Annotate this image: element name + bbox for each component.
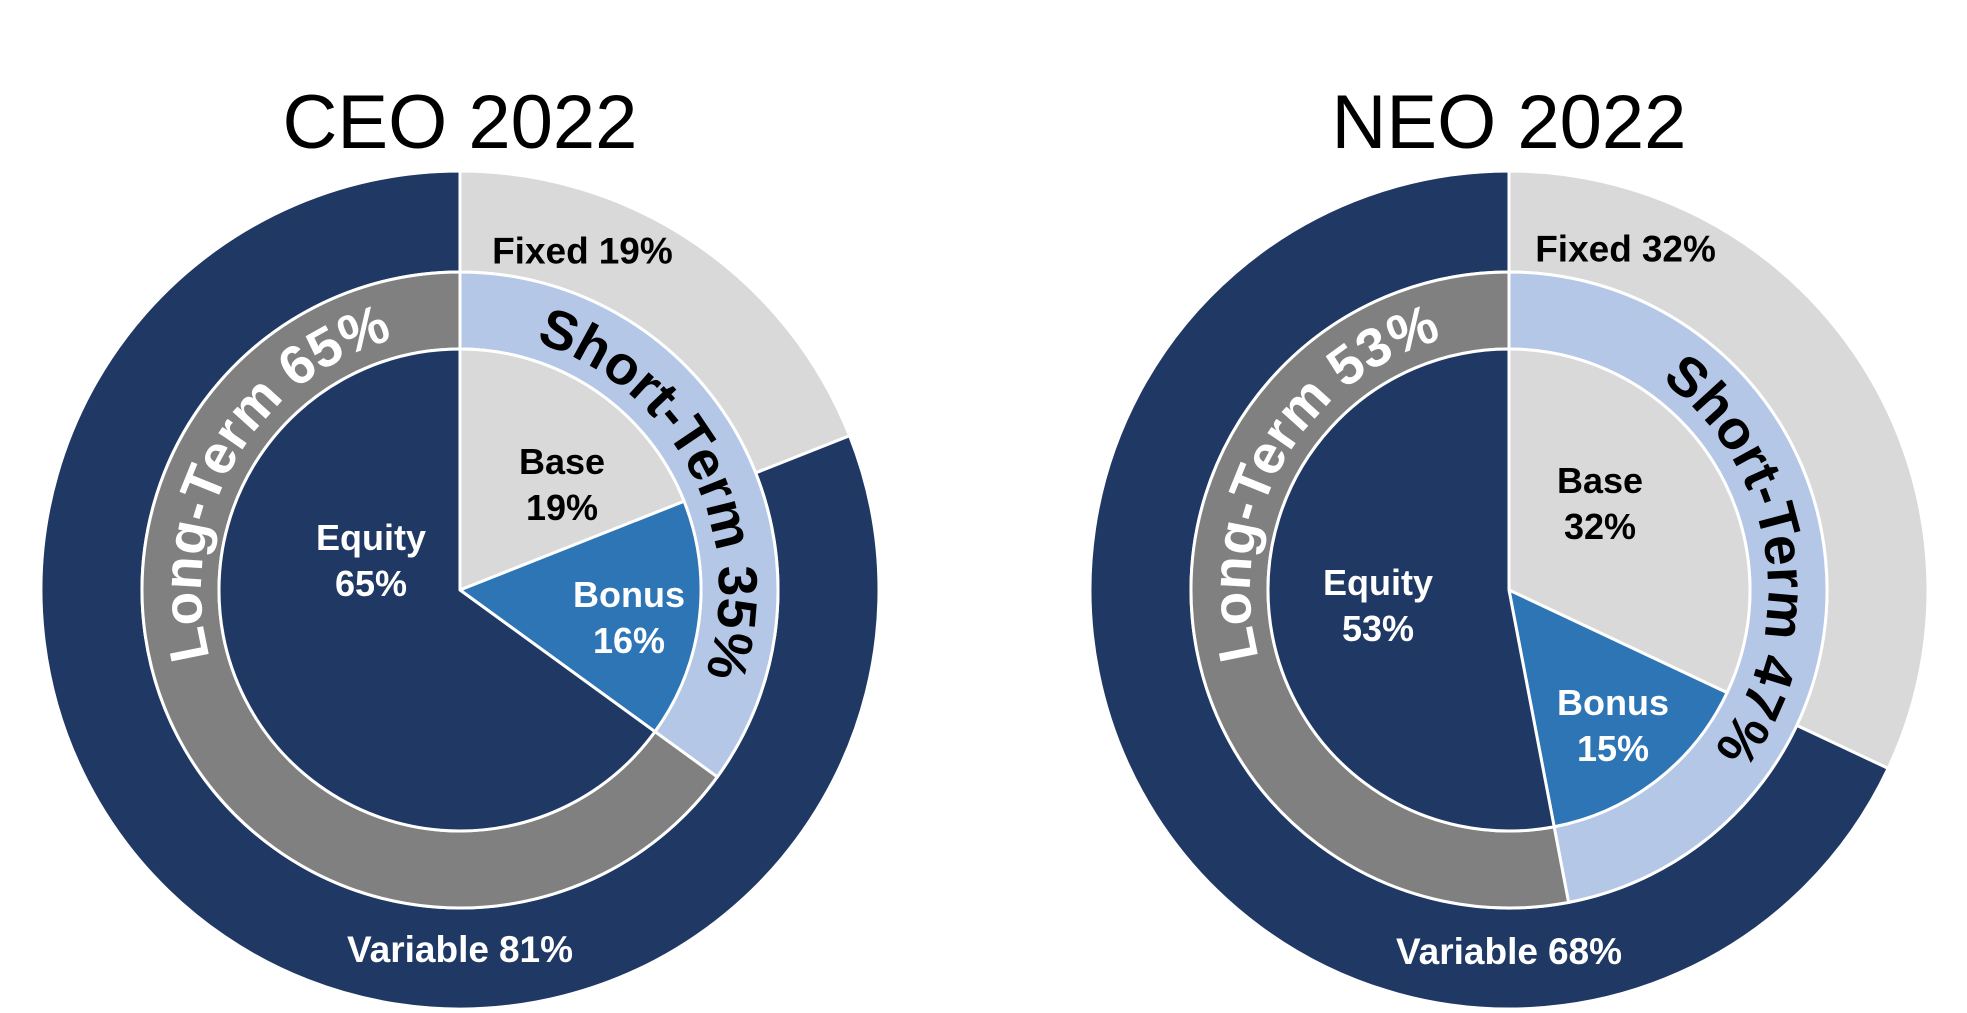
segment-label: Variable 81% [347,929,573,970]
segment [217,347,658,833]
segment [458,347,687,593]
category-label: Fixed [492,230,589,271]
category-label: Bonus [1557,682,1669,723]
category-label: Variable [347,929,489,970]
value-label: 32% [1642,228,1716,269]
segment-label: Equity 53% [1323,562,1433,649]
segment-label: Base 32% [1557,460,1643,547]
segment [456,499,703,734]
category-label: Fixed [1535,228,1632,269]
chart-title: CEO 2022 [283,80,638,165]
segment-label: Fixed 19% [492,230,673,271]
value-label: 65% [335,563,407,604]
segment-label: Fixed 32% [1535,228,1716,269]
segment-label: Bonus 15% [1557,682,1669,769]
value-label: 16% [593,620,665,661]
segment-label: Base 19% [519,441,605,528]
segment [1506,587,1730,829]
value-label: 68% [1548,931,1622,972]
segment [1507,347,1752,695]
value-label: 19% [526,487,598,528]
segment-label: Variable 68% [1396,931,1622,972]
category-label: Equity [316,517,426,558]
category-label: Base [519,441,605,482]
value-label: 19% [599,230,673,271]
category-label: Base [1557,460,1643,501]
category-label: Equity [1323,562,1433,603]
category-label: Bonus [573,574,685,615]
value-label: 32% [1564,506,1636,547]
value-label: 15% [1577,728,1649,769]
segment-label: Equity 65% [316,517,426,604]
segment-label: Bonus 16% [573,574,685,661]
value-label: 53% [1342,608,1414,649]
segment [1266,347,1556,833]
value-label: 81% [499,929,573,970]
chart-title: NEO 2022 [1332,80,1687,165]
category-label: Variable [1396,931,1538,972]
